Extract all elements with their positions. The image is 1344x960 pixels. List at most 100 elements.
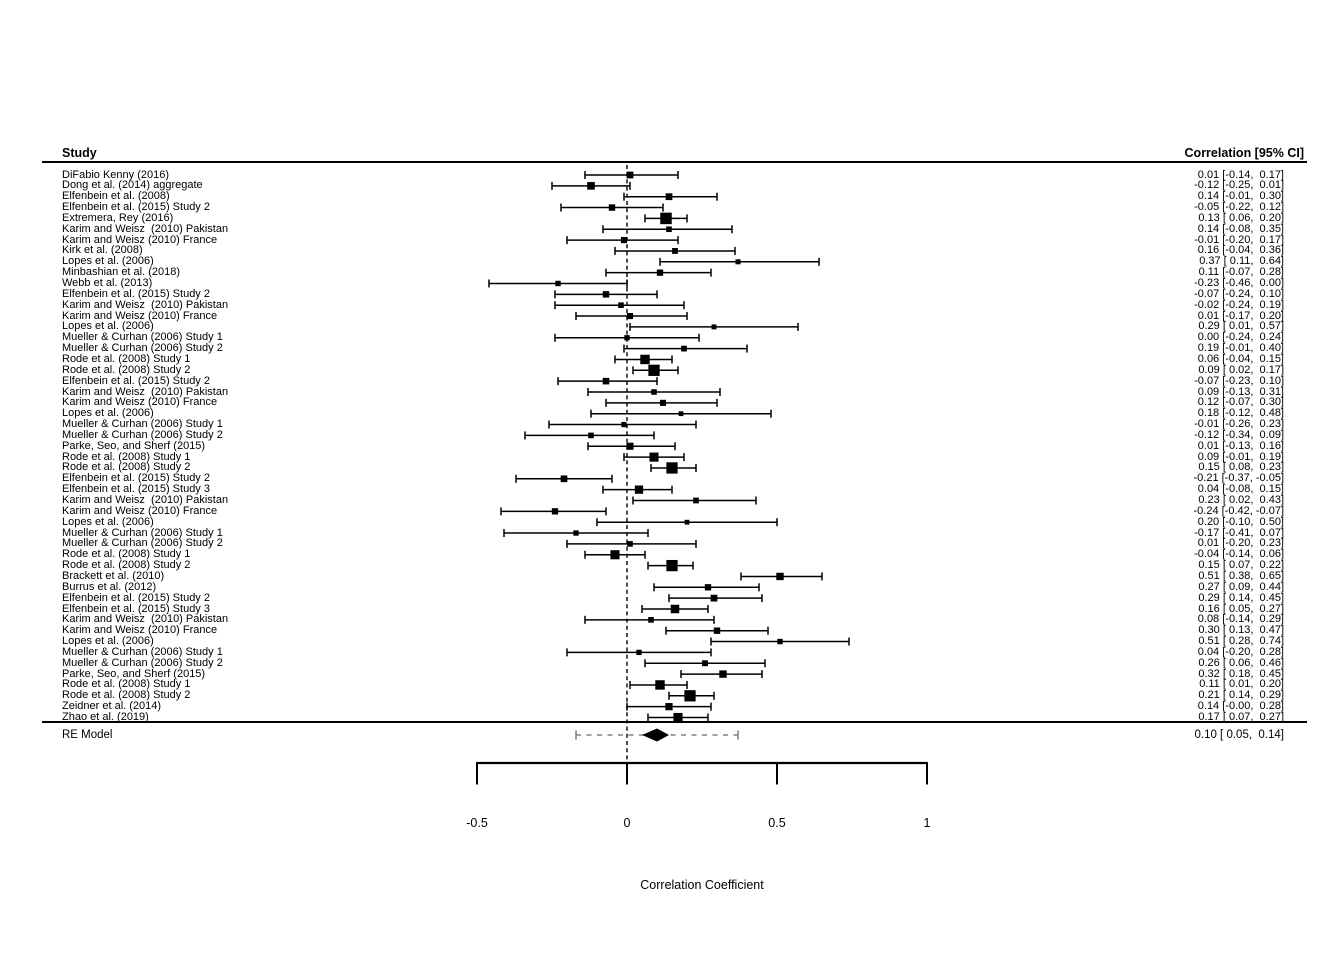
effect-size-marker xyxy=(659,399,667,406)
study-annotation: 0.30 [ 0.13, 0.47] xyxy=(1198,624,1284,637)
study-label: Rode et al. (2008) Study 2 xyxy=(62,689,191,702)
study-label: Karim and Weisz (2010) Pakistan xyxy=(62,494,229,506)
study-annotation: 0.27 [ 0.09, 0.44] xyxy=(1198,580,1284,593)
study-label: Kirk et al. (2008) xyxy=(62,244,143,257)
study-label: Karim and Weisz (2010) France xyxy=(62,309,218,322)
study-label: DiFabio Kenny (2016) xyxy=(62,168,170,181)
study-label: Lopes et al. (2006) xyxy=(62,320,154,333)
effect-size-marker xyxy=(684,690,696,702)
study-label: Lopes et al. (2006) xyxy=(62,407,154,420)
effect-size-marker xyxy=(636,649,642,656)
effect-size-marker xyxy=(660,212,672,225)
effect-size-marker xyxy=(573,530,579,536)
study-annotation: -0.05 [-0.22, 0.12] xyxy=(1194,201,1284,214)
study-annotation: 0.51 [ 0.28, 0.74] xyxy=(1198,635,1284,648)
study-annotation: 0.20 [-0.10, 0.50] xyxy=(1197,515,1284,528)
study-label: Karim and Weisz (2010) Pakistan xyxy=(62,222,229,235)
study-label: Elfenbein et al. (2015) Study 2 xyxy=(62,591,210,604)
study-annotation: 0.16 [-0.04, 0.36] xyxy=(1197,244,1284,257)
study-annotation: 0.15 [ 0.08, 0.23] xyxy=(1198,461,1284,474)
summary-separator-line xyxy=(42,721,1307,724)
effect-size-marker xyxy=(649,452,659,462)
effect-size-marker xyxy=(666,462,678,474)
effect-size-marker xyxy=(684,519,690,525)
study-annotation: 0.26 [ 0.06, 0.46] xyxy=(1198,656,1284,669)
study-annotation: 0.12 [-0.07, 0.30] xyxy=(1197,396,1284,409)
effect-size-marker xyxy=(626,442,634,450)
effect-size-marker xyxy=(648,364,660,376)
study-label: Webb et al. (2013) xyxy=(62,277,153,289)
study-annotation: -0.12 [-0.34, 0.09] xyxy=(1194,428,1284,441)
study-annotation: 0.14 [-0.01, 0.30] xyxy=(1197,190,1284,203)
study-annotation: 0.15 [ 0.07, 0.22] xyxy=(1198,559,1284,572)
study-label: Mueller & Curhan (2006) Study 2 xyxy=(62,656,223,669)
effect-size-marker xyxy=(735,259,741,265)
re-model-label: RE Model xyxy=(62,728,113,741)
effect-size-marker xyxy=(777,638,783,645)
study-annotation: 0.06 [-0.04, 0.15] xyxy=(1197,352,1284,365)
study-label: Minbashian et al. (2018) xyxy=(62,266,181,279)
effect-size-marker xyxy=(713,627,721,634)
effect-size-marker xyxy=(634,485,644,494)
study-annotation: 0.01 [-0.20, 0.23] xyxy=(1197,537,1284,550)
study-label: Rode et al. (2008) Study 1 xyxy=(62,352,191,365)
effect-size-marker xyxy=(620,237,628,244)
study-label: Mueller & Curhan (2006) Study 1 xyxy=(62,645,223,658)
study-annotation: 0.01 [-0.13, 0.16] xyxy=(1197,439,1284,452)
summary-diamond xyxy=(642,728,669,742)
study-label: Parke, Seo, and Sherf (2015) xyxy=(62,667,206,680)
study-annotation: -0.02 [-0.24, 0.19] xyxy=(1194,298,1284,311)
study-annotation: 0.04 [-0.08, 0.15] xyxy=(1197,483,1284,496)
effect-size-marker xyxy=(640,354,650,365)
study-annotation: 0.14 [-0.08, 0.35] xyxy=(1197,222,1284,235)
effect-size-marker xyxy=(618,302,624,309)
effect-size-marker xyxy=(665,703,673,711)
study-label: Rode et al. (2008) Study 2 xyxy=(62,363,191,376)
study-label: Lopes et al. (2006) xyxy=(62,635,154,648)
study-label: Rode et al. (2008) Study 1 xyxy=(62,548,191,561)
study-annotation: 0.01 [-0.17, 0.20] xyxy=(1197,309,1284,322)
effect-size-marker xyxy=(602,291,610,298)
study-label: Karim and Weisz (2010) Pakistan xyxy=(62,298,229,311)
header-separator-line xyxy=(42,161,1307,164)
x-axis-tick-label: 0 xyxy=(623,816,631,830)
effect-size-marker xyxy=(702,660,708,667)
study-annotation: -0.21 [-0.37, -0.05] xyxy=(1193,472,1285,485)
study-annotation: 0.23 [ 0.02, 0.43] xyxy=(1198,494,1284,506)
x-axis-tick-label: 0.5 xyxy=(768,816,786,830)
study-annotation: -0.01 [-0.20, 0.17] xyxy=(1194,233,1284,246)
study-annotation: 0.09 [-0.01, 0.19] xyxy=(1197,450,1284,463)
effect-size-marker xyxy=(681,345,687,352)
study-label: Burrus et al. (2012) xyxy=(62,580,157,593)
study-label: Karim and Weisz (2010) France xyxy=(62,504,218,517)
study-annotation: 0.19 [-0.01, 0.40] xyxy=(1197,342,1284,355)
study-label: Rode et al. (2008) Study 2 xyxy=(62,559,191,572)
study-annotation: 0.16 [ 0.05, 0.27] xyxy=(1198,602,1284,615)
study-label: Mueller & Curhan (2006) Study 2 xyxy=(62,537,223,550)
study-annotation: 0.09 [-0.13, 0.31] xyxy=(1197,385,1284,398)
study-label: Elfenbein et al. (2015) Study 2 xyxy=(62,472,210,485)
study-annotation: 0.29 [ 0.01, 0.57] xyxy=(1198,320,1284,333)
study-label: Parke, Seo, and Sherf (2015) xyxy=(62,439,206,452)
effect-size-marker xyxy=(555,280,561,287)
study-annotation: 0.51 [ 0.38, 0.65] xyxy=(1198,569,1284,582)
study-label: Karim and Weisz (2010) Pakistan xyxy=(62,613,229,626)
effect-size-marker xyxy=(610,550,620,560)
study-label: Dong et al. (2014) aggregate xyxy=(62,179,203,192)
effect-size-marker xyxy=(704,584,712,591)
effect-size-marker xyxy=(621,421,627,428)
study-label: Zhao et al. (2019) xyxy=(62,711,149,723)
effect-size-marker xyxy=(587,182,595,190)
effect-size-marker xyxy=(665,193,673,201)
study-annotation: 0.29 [ 0.14, 0.45] xyxy=(1198,591,1284,604)
study-label: Rode et al. (2008) Study 1 xyxy=(62,450,191,463)
re-model-annotation: 0.10 [ 0.05, 0.14] xyxy=(1194,728,1284,741)
study-label: Lopes et al. (2006) xyxy=(62,255,154,268)
study-label: Mueller & Curhan (2006) Study 1 xyxy=(62,418,223,431)
study-annotation: 0.32 [ 0.18, 0.45] xyxy=(1198,667,1284,680)
study-annotation: 0.04 [-0.20, 0.28] xyxy=(1197,645,1284,658)
effect-size-marker xyxy=(672,248,678,254)
effect-size-marker xyxy=(666,559,678,572)
